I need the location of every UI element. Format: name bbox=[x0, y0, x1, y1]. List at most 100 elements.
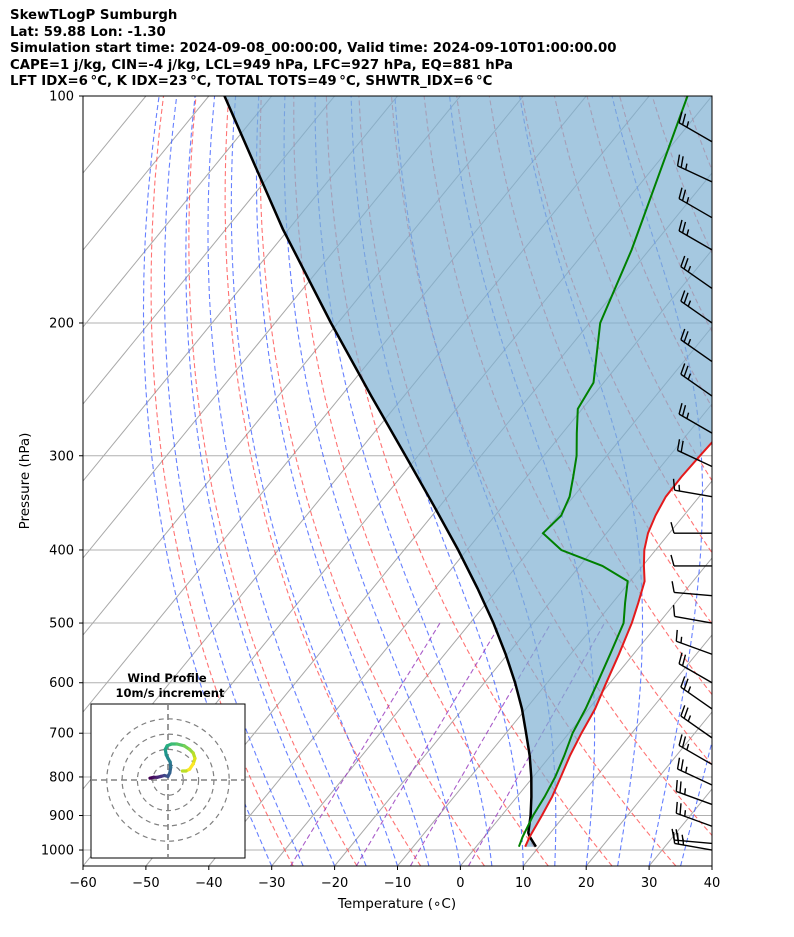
inset-subtitle: 10m/s increment bbox=[116, 686, 225, 700]
dry-adiabat-line bbox=[188, 96, 358, 866]
wind-barb bbox=[678, 734, 713, 766]
wind-barb bbox=[676, 757, 713, 786]
barb-flag bbox=[675, 829, 679, 841]
x-tick-label: 10 bbox=[515, 876, 532, 891]
y-tick-label: 400 bbox=[49, 543, 74, 558]
barb-flag bbox=[678, 219, 683, 232]
mixing-ratio-line bbox=[468, 622, 606, 866]
moist-adiabat-line bbox=[163, 96, 304, 866]
wind-barb bbox=[672, 605, 713, 624]
profile-lines bbox=[223, 96, 712, 848]
y-tick-label: 700 bbox=[49, 727, 74, 742]
barb-staff bbox=[678, 744, 713, 766]
x-tick-label: −10 bbox=[384, 876, 411, 891]
barb-flag bbox=[680, 156, 684, 168]
barb-half-flag bbox=[687, 265, 692, 273]
isotherm-line bbox=[83, 96, 335, 405]
wind-barb bbox=[678, 187, 713, 219]
moist-adiabat-line bbox=[255, 96, 430, 866]
barb-staff bbox=[674, 489, 713, 498]
barb-staff bbox=[678, 198, 713, 219]
barb-staff bbox=[674, 839, 713, 845]
barb-half-flag bbox=[687, 715, 692, 722]
barb-staff bbox=[676, 640, 713, 655]
wind-barb bbox=[678, 219, 713, 251]
y-tick-label: 500 bbox=[49, 617, 74, 632]
moist-adiabat-line bbox=[230, 96, 399, 866]
x-tick-label: 30 bbox=[641, 876, 658, 891]
barb-flag bbox=[679, 803, 682, 815]
barb-flag bbox=[678, 652, 683, 664]
wind-barb bbox=[678, 402, 713, 434]
chart-header: SkewTLogP Sumburgh Lat: 59.88 Lon: -1.30… bbox=[10, 8, 617, 91]
barb-half-flag bbox=[684, 788, 687, 795]
barb-staff bbox=[680, 715, 713, 739]
barb-staff bbox=[680, 373, 713, 397]
x-tick-label: −40 bbox=[195, 876, 222, 891]
mixing-ratio-line bbox=[355, 622, 502, 866]
barb-flag bbox=[681, 221, 687, 234]
barb-flag bbox=[678, 187, 683, 199]
moist-adiabat-line bbox=[711, 863, 712, 866]
cape-area bbox=[224, 96, 712, 847]
barb-staff bbox=[680, 300, 713, 324]
barb-half-flag bbox=[681, 834, 684, 841]
barb-flag bbox=[683, 678, 689, 690]
y-axis-ticks: 100 200 300 400 500 600 700 800 900 1000 bbox=[41, 90, 83, 859]
barb-staff bbox=[680, 266, 713, 290]
barb-staff bbox=[680, 339, 713, 363]
x-tick-label: 0 bbox=[456, 876, 464, 891]
barb-staff bbox=[677, 165, 713, 183]
dry-adiabat-line bbox=[750, 96, 794, 866]
barb-flag bbox=[683, 258, 689, 270]
barb-flag bbox=[680, 705, 686, 717]
barb-flag bbox=[676, 439, 681, 451]
barb-flag bbox=[680, 440, 684, 453]
barb-half-flag bbox=[686, 743, 690, 751]
barb-half-flag bbox=[685, 766, 688, 773]
barb-flag bbox=[675, 629, 678, 642]
barb-staff bbox=[674, 842, 713, 851]
wind-barb bbox=[680, 328, 713, 363]
wind-barb bbox=[680, 705, 713, 739]
barb-flag bbox=[675, 780, 678, 792]
barb-half-flag bbox=[686, 412, 690, 419]
barb-staff bbox=[677, 449, 713, 468]
barb-staff bbox=[674, 591, 713, 597]
barb-half-flag bbox=[687, 686, 692, 693]
barb-flag bbox=[676, 154, 681, 166]
hodograph-inset: Wind Profile 10m/s increment bbox=[90, 671, 246, 859]
y-tick-label: 200 bbox=[49, 316, 74, 331]
x-tick-label: 20 bbox=[578, 876, 595, 891]
y-tick-label: 100 bbox=[49, 90, 74, 105]
wind-barb bbox=[672, 478, 713, 498]
y-tick-label: 800 bbox=[49, 770, 74, 785]
parcel-line bbox=[223, 96, 537, 848]
barb-flag bbox=[675, 801, 678, 814]
barb-staff bbox=[674, 615, 713, 624]
y-tick-label: 900 bbox=[49, 809, 74, 824]
barb-staff bbox=[678, 413, 713, 434]
wind-barb bbox=[675, 780, 713, 806]
barb-half-flag bbox=[685, 163, 688, 170]
wind-barb bbox=[680, 676, 713, 710]
temperature-line bbox=[524, 440, 712, 848]
x-axis-label: Temperature (∘C) bbox=[337, 896, 456, 912]
mixing-ratio-line bbox=[290, 622, 441, 866]
isotherm-line bbox=[585, 711, 712, 866]
isotherm-line bbox=[83, 96, 210, 251]
barb-flag bbox=[681, 189, 687, 201]
barb-flag bbox=[670, 554, 675, 567]
wind-barb bbox=[675, 801, 713, 827]
barb-flag bbox=[683, 292, 689, 304]
dry-adiabat-line bbox=[717, 96, 794, 866]
wind-barb bbox=[676, 154, 713, 183]
barb-flag bbox=[680, 255, 686, 267]
barb-half-flag bbox=[686, 229, 690, 236]
moist-adiabat-line bbox=[185, 96, 336, 866]
barb-flag bbox=[676, 757, 681, 770]
dry-adiabat-line bbox=[293, 96, 549, 866]
x-axis-ticks: −60 −50 −40 −30 −20 −10 0 10 20 30 40 bbox=[69, 866, 720, 891]
barb-flag bbox=[681, 113, 687, 125]
time-line: Simulation start time: 2024-09-08_00:00:… bbox=[10, 41, 617, 56]
